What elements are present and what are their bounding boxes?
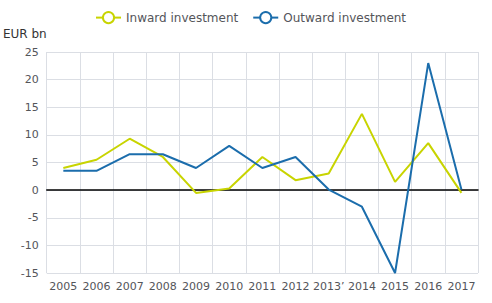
svg-text:2017: 2017 bbox=[447, 280, 475, 293]
svg-text:2013’: 2013’ bbox=[313, 280, 345, 293]
svg-text:2010: 2010 bbox=[215, 280, 243, 293]
svg-text:2008: 2008 bbox=[149, 280, 177, 293]
svg-text:EUR bn: EUR bn bbox=[3, 27, 47, 41]
svg-text:-5: -5 bbox=[28, 211, 39, 224]
svg-text:-10: -10 bbox=[21, 239, 39, 252]
svg-text:2016: 2016 bbox=[414, 280, 442, 293]
svg-text:-15: -15 bbox=[21, 267, 39, 280]
svg-text:5: 5 bbox=[32, 156, 39, 169]
svg-text:2011: 2011 bbox=[248, 280, 276, 293]
svg-text:2009: 2009 bbox=[182, 280, 210, 293]
svg-text:2012: 2012 bbox=[282, 280, 310, 293]
svg-text:15: 15 bbox=[25, 101, 39, 114]
svg-text:2014: 2014 bbox=[348, 280, 376, 293]
svg-text:25: 25 bbox=[25, 46, 39, 59]
svg-text:Inward investment: Inward investment bbox=[126, 11, 239, 25]
svg-text:20: 20 bbox=[25, 73, 39, 86]
svg-text:0: 0 bbox=[32, 184, 39, 197]
svg-text:2015: 2015 bbox=[381, 280, 409, 293]
svg-text:Outward investment: Outward investment bbox=[283, 11, 406, 25]
svg-text:2007: 2007 bbox=[116, 280, 144, 293]
svg-text:2005: 2005 bbox=[49, 280, 77, 293]
svg-text:2006: 2006 bbox=[83, 280, 111, 293]
svg-text:10: 10 bbox=[25, 128, 39, 141]
